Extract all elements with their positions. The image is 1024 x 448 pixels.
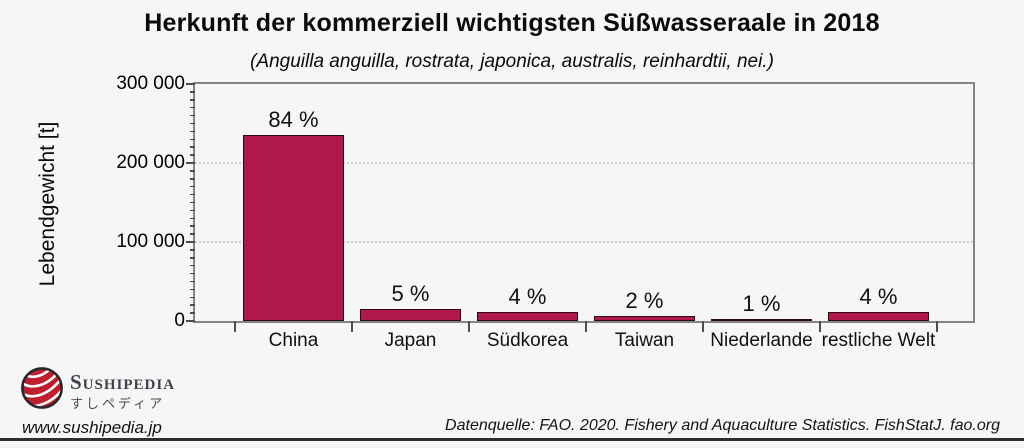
brand-name-japanese: すしペディア (70, 396, 166, 411)
y-axis-minor-tick (190, 130, 195, 133)
y-tick-label: 100 000 (116, 231, 185, 252)
x-axis-tick (585, 321, 587, 332)
y-tick-label: 200 000 (116, 152, 185, 173)
brand-name: Sushipedia (70, 370, 176, 394)
x-category-label: China (268, 330, 319, 351)
y-axis-minor-tick (190, 257, 195, 259)
y-axis-minor-tick (190, 288, 195, 291)
x-category-label: Taiwan (614, 330, 675, 351)
y-axis-minor-tick (190, 106, 195, 109)
y-axis-minor-tick (190, 114, 195, 117)
chart-title: Herkunft der kommerziell wichtigsten Süß… (144, 9, 880, 37)
y-axis-minor-tick (190, 264, 195, 267)
website-link[interactable]: www.sushipedia.jp (22, 418, 162, 437)
sushipedia-rose-icon (21, 367, 63, 409)
y-axis-minor-tick (190, 146, 195, 148)
chart-subtitle: (Anguilla anguilla, rostrata, japonica, … (250, 51, 774, 72)
y-axis-minor-tick (190, 233, 195, 235)
y-axis-minor-tick (190, 91, 195, 93)
x-axis-tick (351, 321, 353, 332)
x-axis-tick (234, 321, 236, 332)
x-category-label: Südkorea (486, 330, 569, 351)
x-axis-tick (936, 321, 938, 332)
bar (477, 312, 578, 321)
bar-value-label: 84 % (268, 107, 319, 133)
y-axis-minor-tick (190, 185, 195, 188)
y-axis-minor-tick (190, 249, 195, 251)
x-category-label: restliche Welt (821, 330, 936, 351)
bar (594, 316, 695, 321)
x-axis-tick (702, 321, 704, 332)
x-category-label: Niederlande (710, 330, 813, 351)
y-axis-minor-tick (190, 296, 195, 299)
gridline (195, 241, 973, 243)
y-axis-minor-tick (190, 272, 195, 275)
y-axis-minor-tick (190, 122, 195, 125)
y-axis-minor-tick (190, 312, 195, 314)
y-axis-minor-tick (190, 154, 195, 156)
y-axis-minor-tick (190, 217, 195, 220)
y-tick-label: 0 (174, 310, 185, 331)
bottom-divider (0, 438, 1024, 441)
bar-value-label: 1 % (742, 290, 781, 316)
y-axis-minor-tick (190, 170, 195, 172)
bar (243, 135, 344, 321)
y-axis-minor-tick (190, 209, 195, 212)
y-axis-minor-tick (190, 193, 195, 196)
bar-value-label: 4 % (508, 284, 547, 310)
x-axis-tick (819, 321, 821, 332)
y-axis-minor-tick (190, 99, 195, 101)
gridline (195, 162, 973, 164)
y-axis-title: Lebendgewicht [t] (36, 121, 59, 287)
sushipedia-logo: Sushipedia すしペディア (20, 365, 220, 411)
y-axis-minor-tick (190, 304, 195, 306)
y-axis-major-tick (186, 320, 195, 322)
bar (828, 312, 929, 321)
y-axis-minor-tick (190, 178, 195, 180)
y-axis-major-tick (186, 162, 195, 164)
y-axis-major-tick (186, 83, 195, 85)
bar-value-label: 4 % (859, 284, 898, 310)
y-axis-minor-tick (190, 201, 195, 204)
bar-value-label: 2 % (625, 288, 664, 314)
plot-area: 0 100 000 200 000 300 000 84 % China 5 % Japan 4… (116, 74, 975, 351)
y-axis-major-tick (186, 241, 195, 243)
bar (360, 309, 461, 321)
x-category-label: Japan (384, 330, 437, 351)
y-tick-label: 300 000 (116, 73, 185, 94)
x-axis-tick (468, 321, 470, 332)
y-axis-minor-tick (190, 138, 195, 141)
y-axis-minor-tick (190, 225, 195, 227)
bar (711, 318, 812, 321)
bar-value-label: 5 % (391, 281, 430, 307)
data-source-note: Datenquelle: FAO. 2020. Fishery and Aqua… (445, 417, 1000, 434)
y-axis-minor-tick (190, 280, 195, 283)
